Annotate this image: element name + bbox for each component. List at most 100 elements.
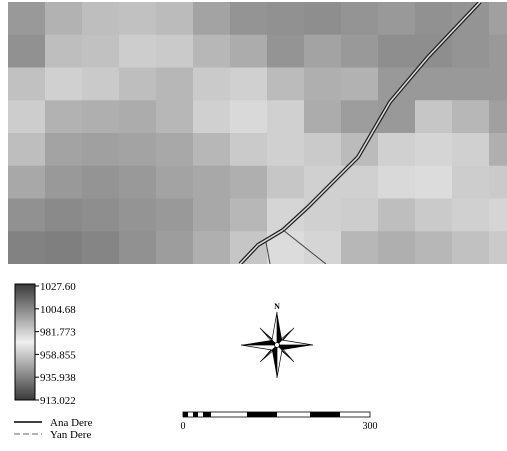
raster-cell [378,165,416,199]
raster-cell [8,133,46,167]
raster-cell [119,100,157,134]
raster-cell [230,165,268,199]
raster-cell [378,2,416,36]
elevation-colorbar [14,283,36,401]
raster-cell [45,165,83,199]
raster-cell [267,133,305,167]
tributary-stream-1 [282,229,327,264]
raster-cell [452,165,490,199]
raster-cell [8,34,46,68]
raster-cell [230,67,268,101]
raster-cell [45,231,83,264]
raster-cell [8,165,46,199]
raster-cell [378,198,416,232]
raster-cell [415,2,453,36]
raster-cell [156,231,194,264]
legend-tick-label: 913.022 [40,395,76,407]
scale-start-label: 0 [181,421,186,432]
raster-cell [452,198,490,232]
raster-cell [378,231,416,264]
raster-cell [82,133,120,167]
legend-tick-label: 1027.60 [40,282,76,293]
raster-cell [378,100,416,134]
raster-cell [267,34,305,68]
legend-tick-label: 935.938 [40,372,76,384]
north-label: N [274,302,280,311]
raster-cell [341,231,379,264]
raster-cell [304,133,342,167]
raster-cell [267,2,305,36]
raster-cell [119,67,157,101]
raster-cell [452,133,490,167]
raster-cell [489,2,507,36]
raster-cell [415,100,453,134]
raster-cell [304,34,342,68]
raster-cell [230,34,268,68]
legend-label-ana-dere: Ana Dere [50,417,93,429]
raster-cell [156,34,194,68]
scale-bar: 0 300 [181,411,378,432]
raster-cell [378,133,416,167]
raster-cell [82,34,120,68]
raster-cell [489,67,507,101]
compass-rose-icon [240,311,314,379]
raster-cell [82,231,120,264]
raster-cell [193,198,231,232]
raster-cell [230,2,268,36]
raster-cell [341,67,379,101]
raster-cell [82,67,120,101]
raster-cell [156,165,194,199]
elevation-map [8,2,507,264]
raster-cell [193,100,231,134]
raster-cell [119,165,157,199]
raster-cell [452,34,490,68]
raster-cell [193,67,231,101]
north-arrow: N [240,302,314,379]
raster-cell [341,165,379,199]
legend-label-yan-dere: Yan Dere [50,429,91,441]
raster-cell [119,2,157,36]
raster-cell [230,133,268,167]
raster-cell [45,198,83,232]
raster-cell [341,2,379,36]
raster-cell [341,133,379,167]
raster-cell [230,231,268,264]
raster-cell [341,198,379,232]
raster-cell [8,100,46,134]
raster-cell [193,2,231,36]
raster-cell [452,100,490,134]
raster-cell [304,2,342,36]
raster-cell [45,34,83,68]
raster-cell [378,34,416,68]
raster-cell [8,198,46,232]
raster-cell [8,231,46,264]
raster-cell [452,231,490,264]
legend-tick-label: 958.855 [40,349,76,361]
raster-cell [193,165,231,199]
raster-cell [415,133,453,167]
raster-cell [82,198,120,232]
raster-cell [341,100,379,134]
legend: 1027.60 1004.68 981.773 958.855 935.938 913.0… [14,282,93,441]
raster-cell [267,67,305,101]
tributary-stream-2 [265,241,271,264]
raster-cell [415,67,453,101]
raster-cell [156,100,194,134]
raster-cell [415,165,453,199]
raster-cell [341,34,379,68]
raster-cell [82,165,120,199]
raster-cell [489,34,507,68]
raster-cell [304,67,342,101]
legend-tick-label: 1004.68 [40,304,76,316]
raster-cell [8,2,46,36]
raster-cell [45,133,83,167]
raster-cell [230,198,268,232]
raster-cell [156,2,194,36]
raster-cell [8,67,46,101]
raster-cell [415,231,453,264]
raster-cell [193,34,231,68]
raster-cell [119,34,157,68]
raster-cell [119,198,157,232]
raster-cell [304,231,342,264]
main-stream-inner [239,2,481,264]
